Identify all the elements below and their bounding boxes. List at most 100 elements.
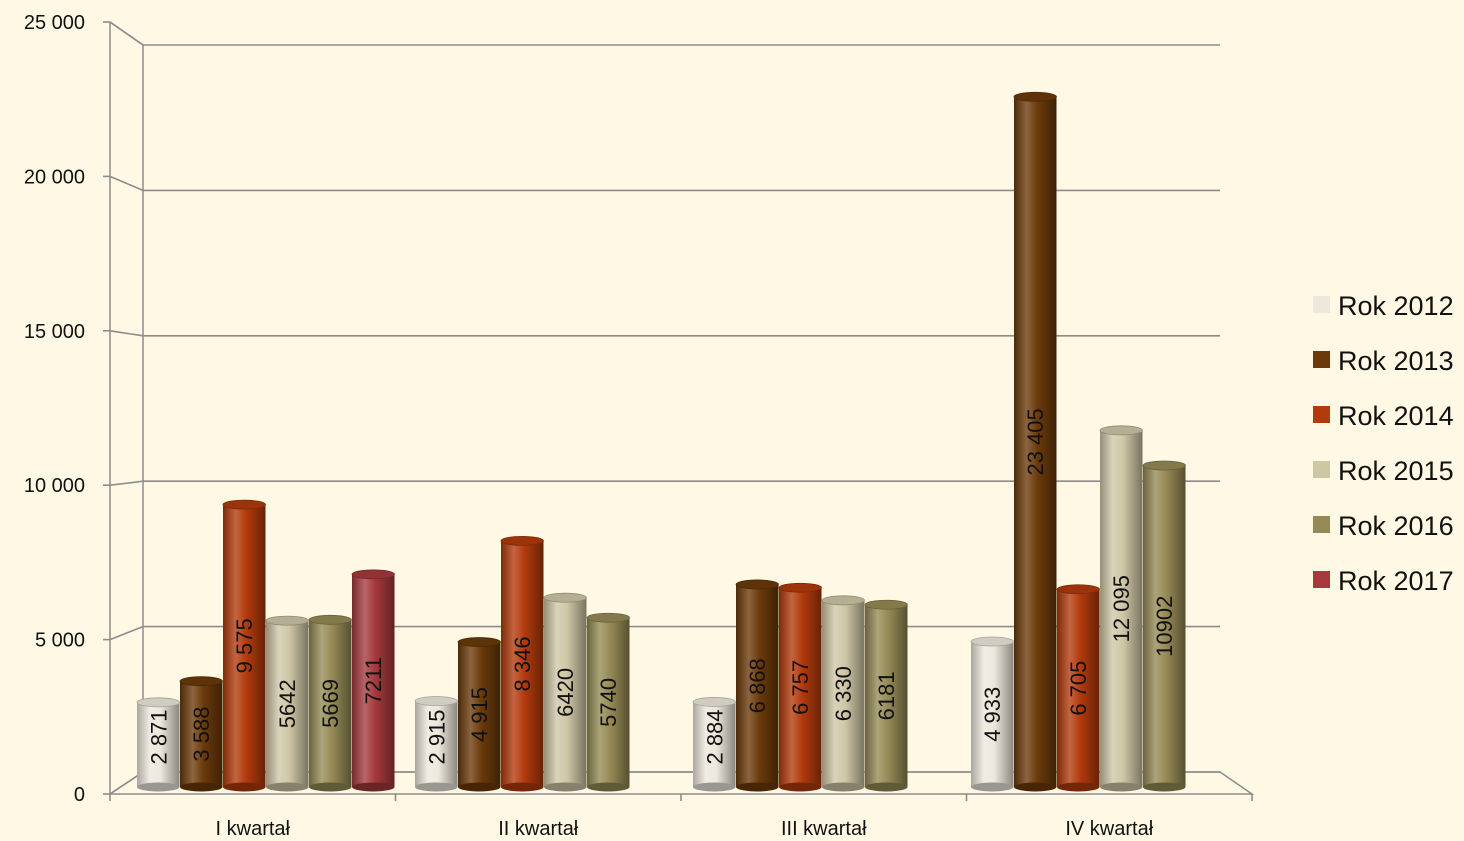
bar-base [1057, 782, 1100, 792]
bar [779, 587, 822, 787]
bar-top [179, 676, 223, 687]
bar-top [970, 636, 1014, 647]
legend-label: Rok 2016 [1338, 511, 1454, 541]
bar-top [735, 579, 779, 590]
bar-base [501, 782, 544, 792]
legend: Rok 2012 Rok 2013 Rok 2014 Rok 2015 Rok 2016… [1313, 291, 1454, 596]
y-axis-ticks: 0 5 000 10 000 15 000 20 000 25 000 [24, 12, 110, 806]
y-tick-label: 15 000 [24, 321, 85, 343]
bar-base [137, 782, 180, 792]
data-label: 2 915 [424, 709, 449, 764]
data-label: 4 915 [467, 687, 492, 742]
bar-base [266, 782, 309, 792]
data-label: 12 095 [1109, 575, 1134, 642]
bar-base [180, 782, 223, 792]
data-label: 7211 [361, 657, 386, 704]
bar-base [415, 782, 458, 792]
data-label: 8 346 [510, 636, 535, 691]
bar [1100, 430, 1143, 787]
data-label: 6 330 [831, 666, 856, 721]
legend-swatch [1313, 516, 1330, 533]
legend-label: Rok 2012 [1338, 291, 1454, 321]
bar [1143, 465, 1186, 787]
data-label: 9 575 [232, 618, 257, 673]
y-tick-label: 20 000 [24, 166, 85, 188]
bar [971, 641, 1014, 787]
data-label: 2 871 [146, 709, 171, 764]
bar-top [692, 697, 736, 707]
bar-top [265, 615, 309, 626]
bar [544, 597, 587, 787]
data-label: 6 757 [788, 660, 813, 715]
legend-label: Rok 2017 [1338, 566, 1454, 596]
gridline-side [109, 625, 144, 641]
bar [587, 617, 630, 787]
data-label: 6420 [553, 668, 578, 717]
bar-base [822, 782, 865, 792]
x-axis: I kwartał II kwartał III kwartał IV kwartał [109, 794, 1253, 840]
y-tick-label: 25 000 [24, 12, 85, 34]
legend-label: Rok 2013 [1338, 346, 1454, 376]
bar [865, 604, 908, 787]
legend-swatch [1313, 571, 1330, 588]
data-label: 6181 [874, 671, 899, 720]
bar-top [308, 614, 352, 625]
bar-base [779, 782, 822, 792]
bar-top [136, 697, 180, 708]
bar-base [693, 782, 736, 792]
bar [822, 600, 865, 787]
bar-base [865, 782, 908, 792]
gridline-side [109, 21, 144, 46]
data-label: 2 884 [702, 709, 727, 764]
legend-swatch [1313, 406, 1330, 423]
bar-top [222, 499, 266, 510]
legend-swatch [1313, 296, 1330, 313]
bar-base [544, 782, 587, 792]
bar [736, 584, 779, 787]
data-label: 23 405 [1023, 408, 1048, 475]
bar-base [1014, 782, 1057, 792]
bar-top [1056, 584, 1100, 595]
legend-label: Rok 2015 [1338, 456, 1454, 486]
bar-top [586, 612, 630, 623]
bar [458, 642, 501, 787]
legend-swatch [1313, 461, 1330, 478]
y-tick-label: 0 [74, 784, 85, 806]
bar [352, 574, 395, 787]
bar-top [500, 535, 544, 546]
bar [415, 701, 458, 787]
bar-top [864, 599, 908, 610]
gridline-side [109, 480, 144, 486]
data-label: 5642 [275, 679, 300, 728]
data-label: 4 933 [980, 687, 1005, 742]
bar-top [1013, 91, 1057, 102]
bar-base [223, 782, 266, 792]
gridline-side [109, 330, 144, 337]
bar-base [1143, 782, 1186, 792]
x-tick-label: IV kwartał [1065, 818, 1153, 840]
legend-label: Rok 2014 [1338, 401, 1454, 431]
data-label: 6 868 [745, 658, 770, 713]
data-labels: 2 871 3 588 9 575 5642 5669 7211 2 915 4 915 8 3… [146, 408, 1177, 764]
data-label: 10902 [1152, 596, 1177, 657]
bar-top [1099, 425, 1143, 436]
bar-top [351, 569, 395, 580]
bar-base [971, 782, 1014, 792]
bar [309, 619, 352, 787]
bar [1057, 589, 1100, 787]
y-tick-label: 10 000 [24, 475, 85, 497]
x-tick-label: III kwartał [781, 818, 867, 840]
bar [266, 620, 309, 787]
bar-top [821, 595, 865, 606]
bar [693, 701, 736, 787]
bar [1014, 96, 1057, 787]
bar-top [543, 592, 587, 603]
bar-base [309, 782, 352, 792]
bars [136, 91, 1186, 792]
data-label: 6 705 [1066, 661, 1091, 716]
legend-swatch [1313, 351, 1330, 368]
data-label: 5740 [596, 678, 621, 727]
bar-top [414, 696, 458, 706]
gridline-side [109, 175, 144, 192]
